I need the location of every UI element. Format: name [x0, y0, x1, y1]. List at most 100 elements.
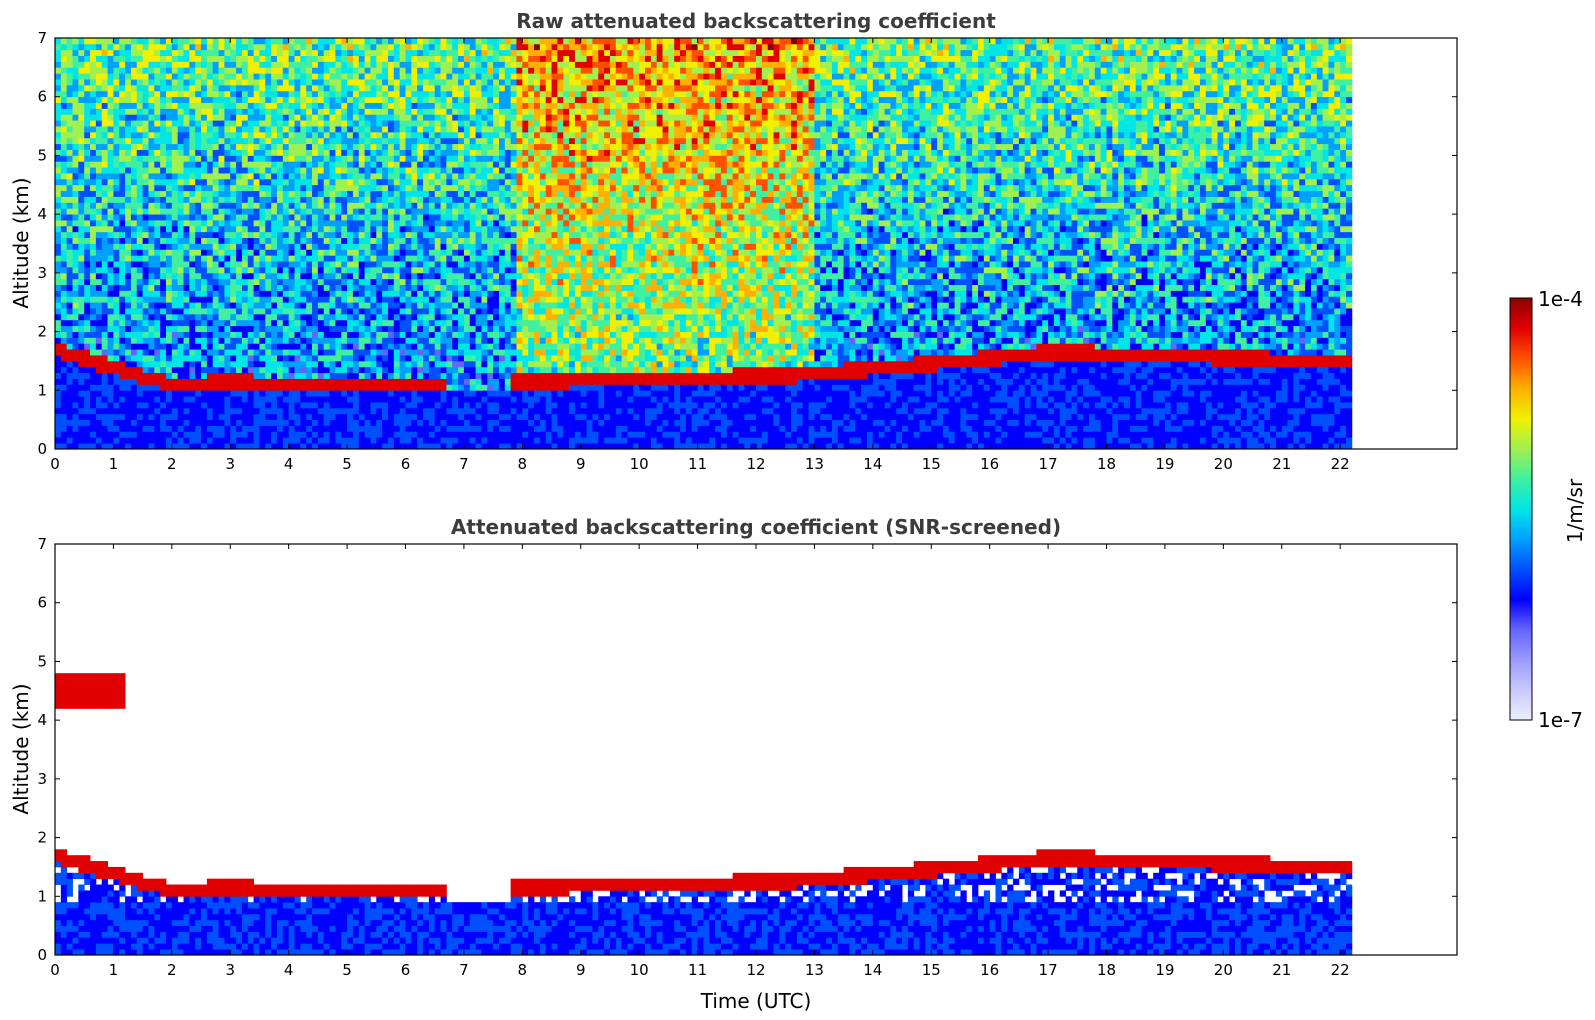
heatmap-cell [382, 79, 389, 86]
heatmap-cell [177, 220, 184, 227]
heatmap-cell [201, 372, 208, 379]
heatmap-cell [113, 126, 120, 133]
heatmap-cell [335, 137, 342, 145]
heatmap-cell [78, 67, 85, 74]
heatmap-cell [171, 126, 179, 133]
heatmap-cell [113, 208, 120, 215]
heatmap-cell [195, 173, 202, 180]
heatmap-cell [317, 290, 325, 297]
heatmap-cell [165, 126, 173, 133]
heatmap-cell [201, 190, 208, 197]
heatmap-cell [78, 84, 85, 92]
heatmap-cell [230, 84, 237, 92]
heatmap-cell [113, 73, 120, 80]
heatmap-cell [154, 355, 161, 362]
heatmap-cell [417, 143, 424, 150]
heatmap-cell [224, 67, 231, 74]
heatmap-cell [358, 131, 366, 139]
heatmap-cell [78, 308, 85, 315]
heatmap-cell [288, 384, 295, 391]
heatmap-cell [411, 90, 418, 98]
heatmap-cell [300, 396, 307, 403]
heatmap-cell [276, 167, 284, 174]
heatmap-cell [364, 84, 371, 92]
heatmap-cell [329, 284, 336, 291]
heatmap-cell [189, 225, 196, 233]
heatmap-cell [72, 167, 79, 174]
heatmap-cell [294, 337, 301, 344]
heatmap-cell [376, 249, 383, 256]
heatmap-cell [417, 67, 424, 74]
heatmap-cell [306, 413, 313, 421]
heatmap-cell [107, 102, 114, 109]
heatmap-cell [165, 137, 173, 145]
heatmap-cell [171, 384, 179, 391]
heatmap-cell [107, 114, 114, 121]
heatmap-cell [341, 108, 348, 115]
heatmap-cell [66, 390, 73, 397]
heatmap-cell [148, 337, 155, 344]
heatmap-cell [405, 319, 412, 327]
heatmap-cell [90, 325, 97, 332]
heatmap-cell [458, 284, 465, 291]
heatmap-cell [364, 231, 371, 239]
heatmap-cell [171, 131, 179, 139]
heatmap-cell [236, 178, 243, 186]
heatmap-cell [95, 337, 103, 344]
heatmap-cell [212, 225, 219, 233]
heatmap-cell [300, 90, 307, 98]
heatmap-cell [84, 284, 91, 291]
heatmap-cell [218, 84, 225, 92]
heatmap-cell [341, 120, 348, 127]
heatmap-cell [101, 319, 108, 327]
heatmap-cell [236, 61, 243, 68]
heatmap-cell [428, 319, 436, 327]
heatmap-cell [241, 331, 249, 338]
heatmap-cell [84, 243, 91, 250]
heatmap-cell [393, 255, 401, 262]
heatmap-cell [218, 443, 225, 449]
heatmap-cell [329, 184, 336, 192]
heatmap-cell [300, 337, 307, 344]
heatmap-cell [66, 96, 73, 103]
heatmap-cell [201, 237, 208, 244]
heatmap-cell [66, 155, 73, 162]
heatmap-cell [130, 255, 138, 262]
heatmap-cell [458, 126, 465, 133]
heatmap-cell [352, 184, 360, 192]
heatmap-cell [417, 396, 424, 403]
heatmap-cell [376, 190, 383, 197]
heatmap-cell [399, 431, 406, 438]
heatmap-cell [241, 249, 249, 256]
heatmap-cell [241, 407, 249, 415]
heatmap-cell [300, 437, 307, 444]
heatmap-cell [66, 360, 73, 368]
heatmap-cell [90, 319, 97, 327]
heatmap-cell [440, 331, 447, 338]
heatmap-cell [107, 149, 114, 156]
heatmap-cell [236, 284, 243, 291]
heatmap-cell [335, 331, 342, 338]
heatmap-cell [171, 90, 179, 98]
heatmap-cell [241, 419, 249, 426]
heatmap-cell [78, 55, 85, 62]
heatmap-cell [294, 272, 301, 280]
heatmap-cell [300, 278, 307, 285]
heatmap-cell [95, 443, 103, 449]
heatmap-cell [55, 343, 62, 350]
heatmap-cell [434, 38, 441, 45]
heatmap-cell [142, 296, 149, 303]
heatmap-cell [212, 73, 219, 80]
heatmap-cell [189, 149, 196, 156]
heatmap-cell [428, 349, 436, 356]
heatmap-cell [411, 337, 418, 344]
heatmap-cell [317, 38, 325, 45]
heatmap-cell [101, 308, 108, 315]
heatmap-cell [84, 49, 91, 57]
heatmap-cell [253, 319, 260, 327]
heatmap-cell [183, 161, 190, 168]
heatmap-cell [469, 337, 476, 344]
heatmap-cell [288, 413, 295, 421]
heatmap-cell [101, 255, 108, 262]
heatmap-cell [352, 90, 360, 98]
